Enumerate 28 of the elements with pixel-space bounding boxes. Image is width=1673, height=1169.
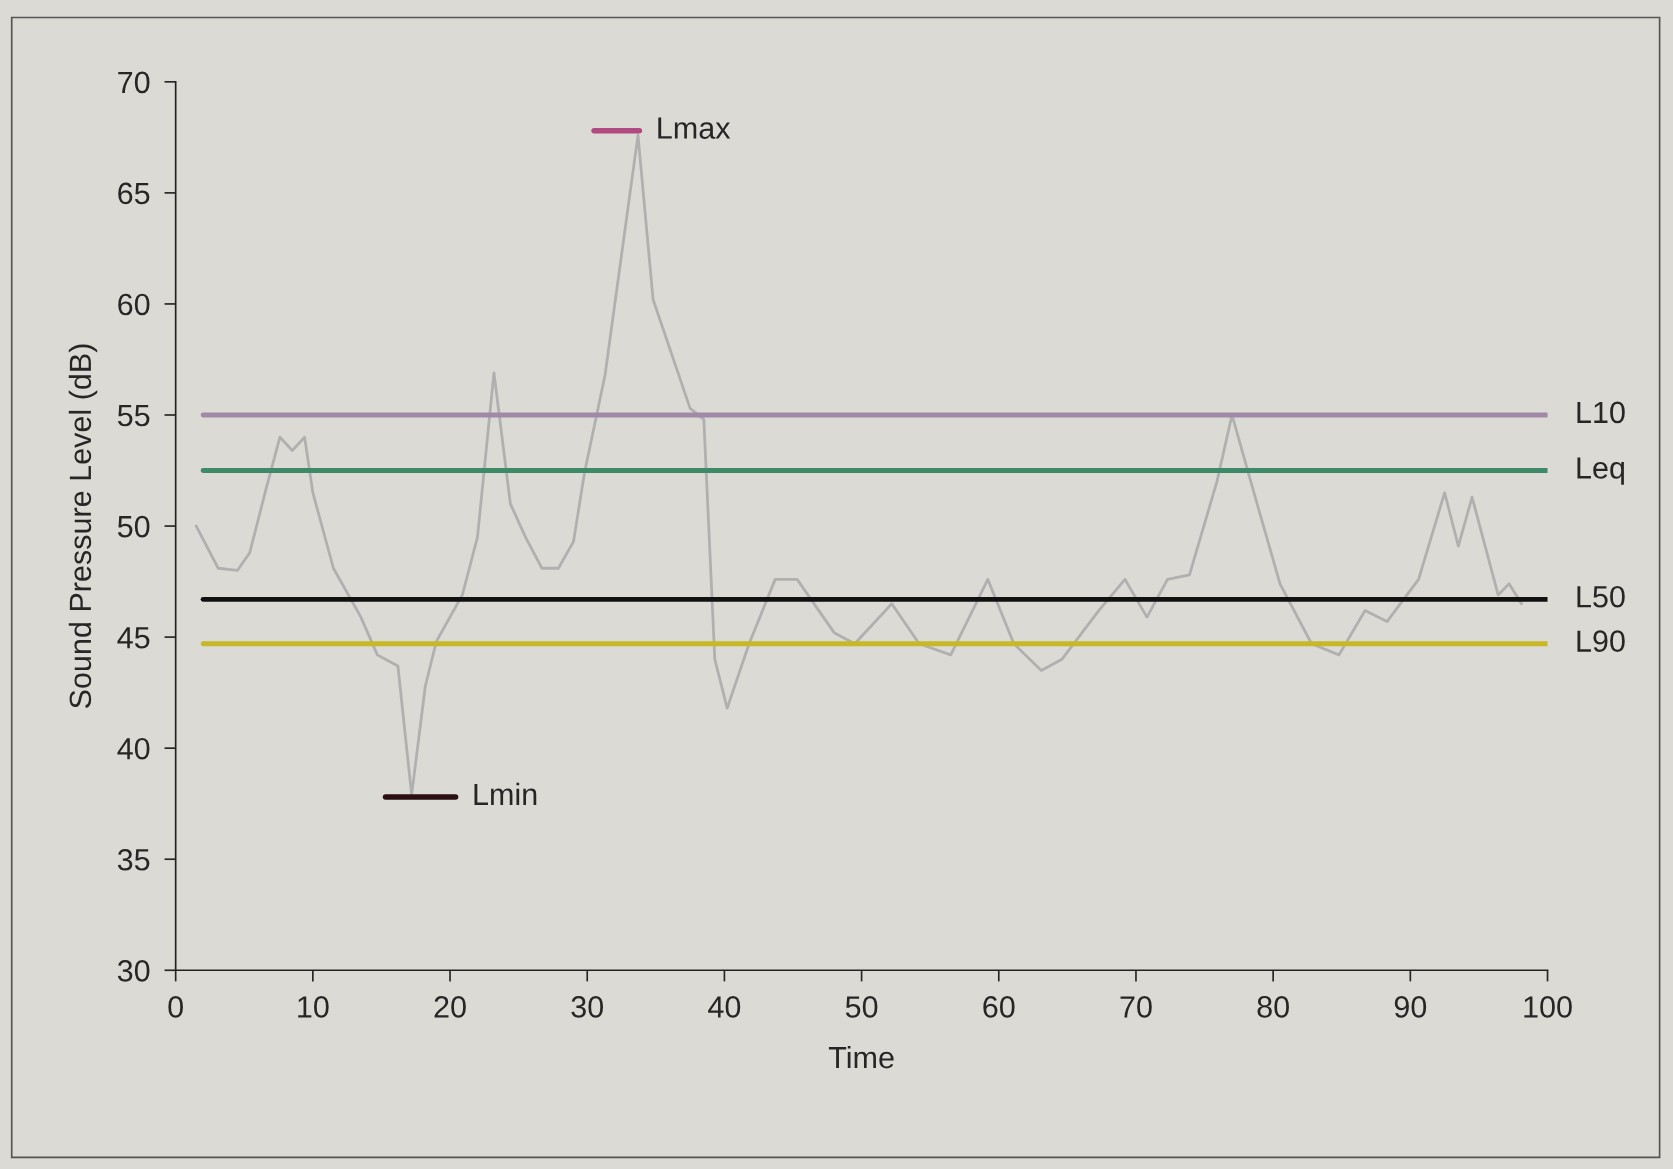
ref-line-label: L10 — [1577, 401, 1625, 424]
ref-line-label: L90 — [1577, 630, 1625, 652]
ref-line-label: Leq — [1577, 457, 1624, 485]
x-tick-label: 20 — [434, 996, 466, 1018]
x-tick-label: 90 — [1394, 996, 1427, 1018]
y-tick-label: 40 — [117, 737, 150, 760]
x-tick-label: 60 — [983, 996, 1015, 1018]
series-label: Lmax — [658, 117, 731, 139]
y-tick-label: 70 — [118, 71, 150, 94]
y-axis-title: Sound Pressure Level (dB) — [68, 344, 98, 709]
x-tick-label: 70 — [1120, 996, 1152, 1018]
y-tick-label: 55 — [117, 405, 150, 427]
ref-line-label: L50 — [1577, 585, 1625, 608]
x-tick-label: 100 — [1524, 996, 1572, 1018]
y-tick-label: 65 — [118, 182, 150, 205]
x-tick-label: 80 — [1257, 996, 1289, 1018]
x-tick-label: 50 — [845, 996, 878, 1018]
y-tick-label: 60 — [118, 293, 150, 316]
y-tick-label: 35 — [117, 848, 150, 871]
x-axis-title: Time — [828, 1045, 894, 1069]
y-tick-label: 30 — [117, 960, 150, 982]
x-tick-label: 40 — [708, 996, 741, 1018]
y-tick-label: 45 — [117, 627, 150, 649]
x-tick-label: 10 — [298, 996, 329, 1018]
y-tick-label: 50 — [117, 515, 150, 538]
x-tick-label: 30 — [571, 996, 604, 1018]
series-label: Lmin — [474, 782, 537, 805]
x-tick-label: 0 — [168, 996, 183, 1018]
